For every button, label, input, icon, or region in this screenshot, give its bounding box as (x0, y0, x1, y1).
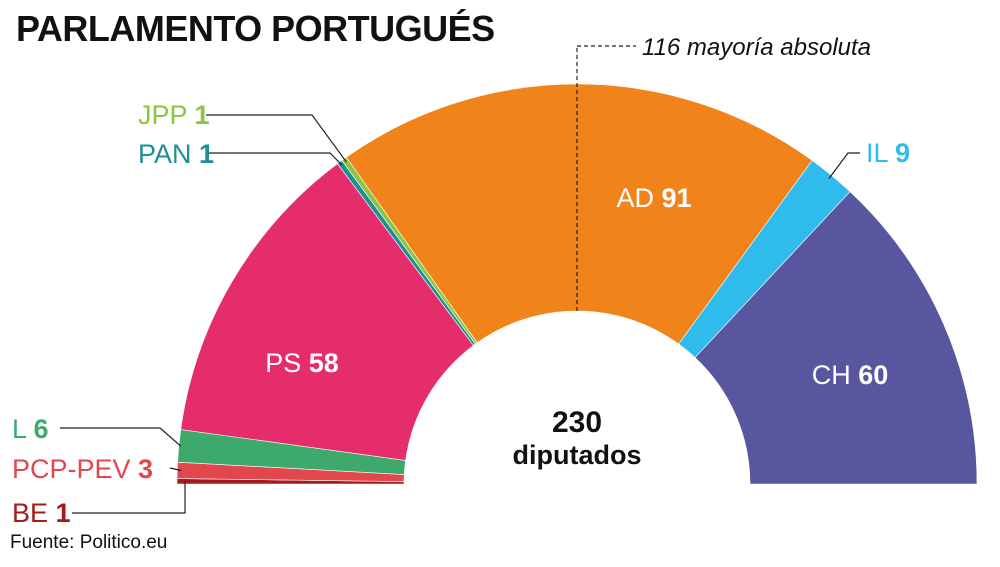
label-value-ps: 58 (309, 348, 339, 378)
leader-be (72, 481, 186, 514)
total-sublabel: diputados (513, 440, 642, 470)
label-ch: CH 60 (812, 360, 889, 390)
label-be: BE 1 (12, 498, 71, 528)
label-name-pcp-pev: PCP-PEV (12, 454, 138, 484)
label-value-pan: 1 (199, 139, 214, 169)
wedge-ch (694, 191, 978, 485)
label-value-ad: 91 (661, 183, 691, 213)
leader-l (60, 427, 182, 447)
label-il: IL 9 (866, 138, 910, 168)
label-name-ch: CH (812, 360, 859, 390)
label-name-il: IL (866, 138, 895, 168)
label-value-l: 6 (34, 414, 49, 444)
label-pan: PAN 1 (138, 139, 214, 169)
label-ad: AD 91 (616, 183, 691, 213)
chart-title: PARLAMENTO PORTUGUÉS (16, 8, 495, 49)
label-value-jpp: 1 (195, 100, 210, 130)
wedge-ad (345, 83, 813, 345)
label-value-il: 9 (895, 138, 910, 168)
label-name-be: BE (12, 498, 56, 528)
label-name-ad: AD (616, 183, 661, 213)
leader-pan (206, 152, 343, 166)
leader-pcp-pev (169, 467, 182, 472)
label-value-pcp-pev: 3 (138, 454, 153, 484)
total-seats: 230 (552, 406, 602, 439)
label-value-be: 1 (56, 498, 71, 528)
majority-label: 116 mayoría absoluta (642, 34, 871, 61)
label-pcp-pev: PCP-PEV 3 (12, 454, 153, 484)
label-ps: PS 58 (265, 348, 339, 378)
leader-jpp (206, 114, 347, 163)
label-jpp: JPP 1 (138, 100, 210, 130)
wedge-ps (180, 163, 474, 461)
label-name-jpp: JPP (138, 100, 195, 130)
label-name-pan: PAN (138, 139, 199, 169)
leader-il (828, 152, 860, 179)
label-name-l: L (12, 414, 34, 444)
label-value-ch: 60 (858, 360, 888, 390)
source-note: Fuente: Politico.eu (10, 532, 168, 553)
label-l: L 6 (12, 414, 49, 444)
label-name-ps: PS (265, 348, 309, 378)
